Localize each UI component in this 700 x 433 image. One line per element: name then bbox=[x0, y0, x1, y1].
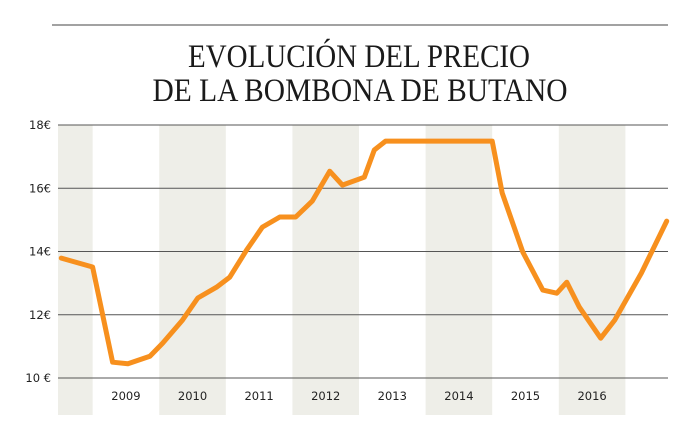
year-band bbox=[292, 125, 360, 415]
y-tick-label: 12€ bbox=[29, 308, 51, 322]
x-tick-label: 2012 bbox=[311, 389, 340, 403]
year-band bbox=[425, 125, 493, 415]
x-axis-ticks: 2009 2010 2011 2012 2013 2014 2015 2016 bbox=[111, 389, 606, 403]
x-tick-label: 2011 bbox=[244, 389, 273, 403]
y-tick-label: 16€ bbox=[29, 181, 51, 195]
year-band bbox=[58, 125, 93, 415]
year-band bbox=[159, 125, 226, 415]
y-axis-ticks: 18€ 16€ 14€ 12€ 10 € bbox=[25, 118, 51, 385]
x-tick-label: 2013 bbox=[378, 389, 407, 403]
y-tick-label: 18€ bbox=[29, 118, 51, 132]
x-tick-label: 2014 bbox=[444, 389, 473, 403]
x-tick-label: 2016 bbox=[577, 389, 606, 403]
x-tick-label: 2009 bbox=[111, 389, 140, 403]
gridlines bbox=[58, 124, 668, 379]
series bbox=[58, 138, 670, 367]
y-tick-label: 10 € bbox=[25, 371, 51, 385]
x-tick-label: 2015 bbox=[511, 389, 540, 403]
y-tick-label: 14€ bbox=[29, 245, 51, 259]
year-band bbox=[558, 125, 626, 415]
chart-title-line-1: EVOLUCIÓN DEL PRECIO bbox=[188, 37, 530, 75]
x-tick-label: 2010 bbox=[178, 389, 207, 403]
year-bands bbox=[58, 125, 626, 415]
chart-title-line-2: DE LA BOMBONA DE BUTANO bbox=[153, 73, 568, 109]
